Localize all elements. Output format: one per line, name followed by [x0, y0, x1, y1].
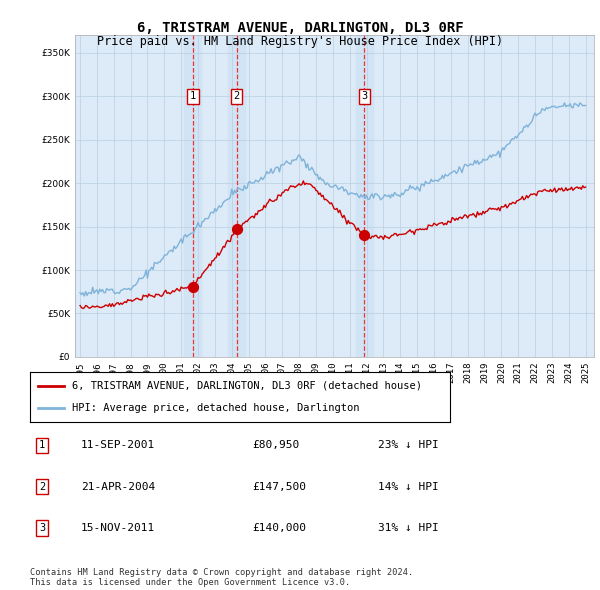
- Bar: [184, 35, 201, 357]
- Text: 1: 1: [39, 441, 45, 450]
- Text: 14% ↓ HPI: 14% ↓ HPI: [378, 482, 439, 491]
- Text: 3: 3: [361, 91, 367, 101]
- Point: [359, 231, 369, 240]
- Text: 15-NOV-2011: 15-NOV-2011: [81, 523, 155, 533]
- Point: [188, 282, 197, 291]
- Text: £140,000: £140,000: [252, 523, 306, 533]
- Text: 3: 3: [39, 523, 45, 533]
- Text: 6, TRISTRAM AVENUE, DARLINGTON, DL3 0RF: 6, TRISTRAM AVENUE, DARLINGTON, DL3 0RF: [137, 21, 463, 35]
- Bar: [356, 35, 373, 357]
- Text: 23% ↓ HPI: 23% ↓ HPI: [378, 441, 439, 450]
- Text: £147,500: £147,500: [252, 482, 306, 491]
- Text: Contains HM Land Registry data © Crown copyright and database right 2024.
This d: Contains HM Land Registry data © Crown c…: [30, 568, 413, 587]
- Text: Price paid vs. HM Land Registry's House Price Index (HPI): Price paid vs. HM Land Registry's House …: [97, 35, 503, 48]
- Text: 2: 2: [233, 91, 240, 101]
- Text: £80,950: £80,950: [252, 441, 299, 450]
- Text: 2: 2: [39, 482, 45, 491]
- Bar: [229, 35, 245, 357]
- Text: 6, TRISTRAM AVENUE, DARLINGTON, DL3 0RF (detached house): 6, TRISTRAM AVENUE, DARLINGTON, DL3 0RF …: [72, 381, 422, 391]
- Text: HPI: Average price, detached house, Darlington: HPI: Average price, detached house, Darl…: [72, 403, 359, 413]
- Text: 31% ↓ HPI: 31% ↓ HPI: [378, 523, 439, 533]
- Text: 1: 1: [190, 91, 196, 101]
- Text: 11-SEP-2001: 11-SEP-2001: [81, 441, 155, 450]
- Text: 21-APR-2004: 21-APR-2004: [81, 482, 155, 491]
- Point: [232, 224, 242, 234]
